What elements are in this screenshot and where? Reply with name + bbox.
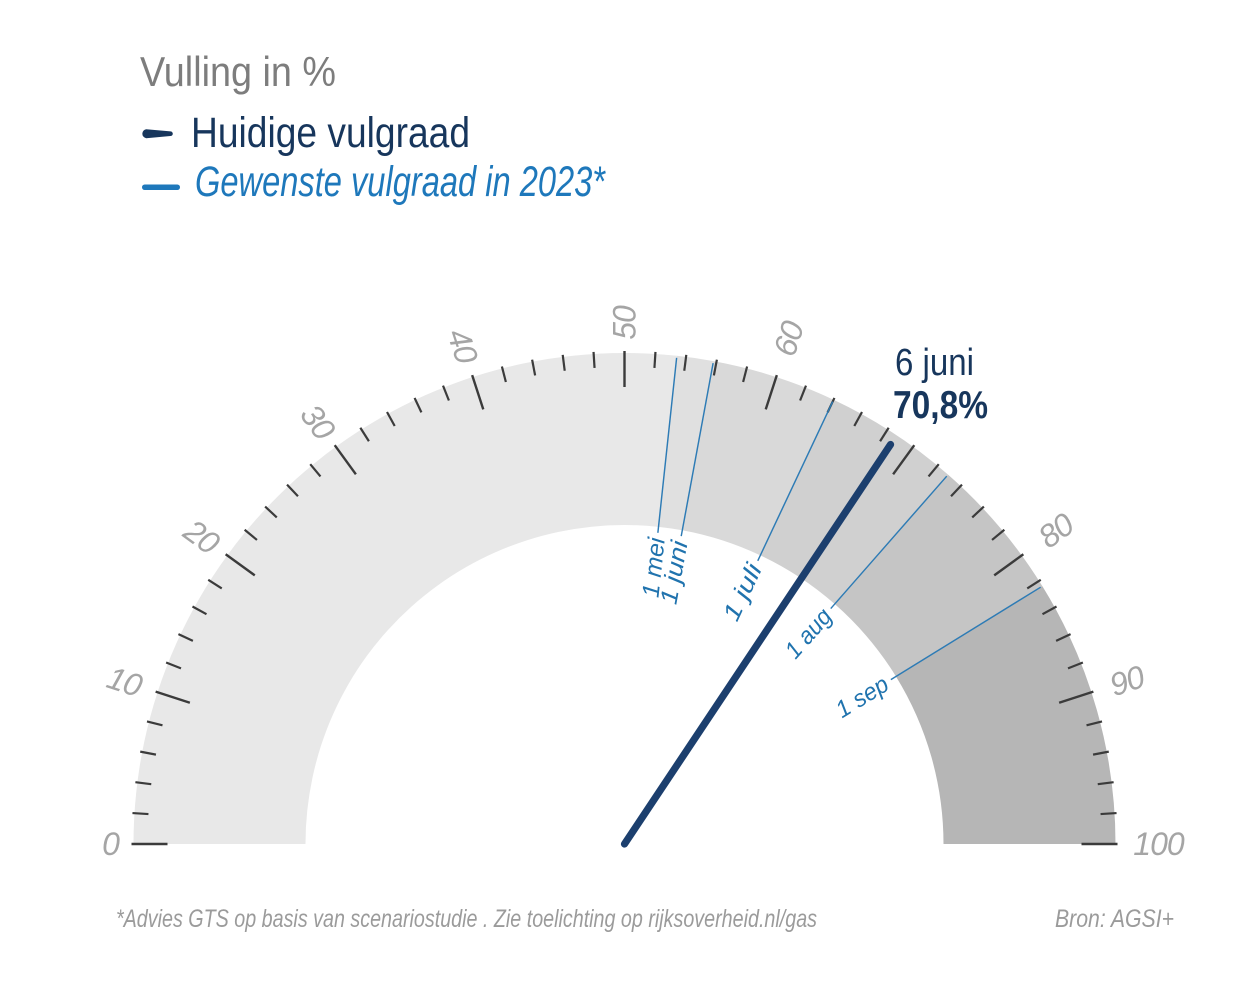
svg-text:Vulling in %: Vulling in % (140, 48, 336, 95)
svg-text:50: 50 (607, 305, 643, 340)
svg-text:*Advies GTS op basis van scena: *Advies GTS op basis van scenariostudie … (116, 905, 817, 933)
svg-text:Huidige vulgraad: Huidige vulgraad (191, 109, 470, 157)
svg-text:0: 0 (102, 826, 120, 862)
svg-text:6 juni: 6 juni (895, 342, 974, 384)
svg-text:100: 100 (1133, 826, 1185, 862)
svg-text:70,8%: 70,8% (893, 384, 988, 427)
svg-text:Bron: AGSI+: Bron: AGSI+ (1055, 905, 1174, 933)
svg-text:Gewenste vulgraad in 2023*: Gewenste vulgraad in 2023* (195, 158, 606, 206)
